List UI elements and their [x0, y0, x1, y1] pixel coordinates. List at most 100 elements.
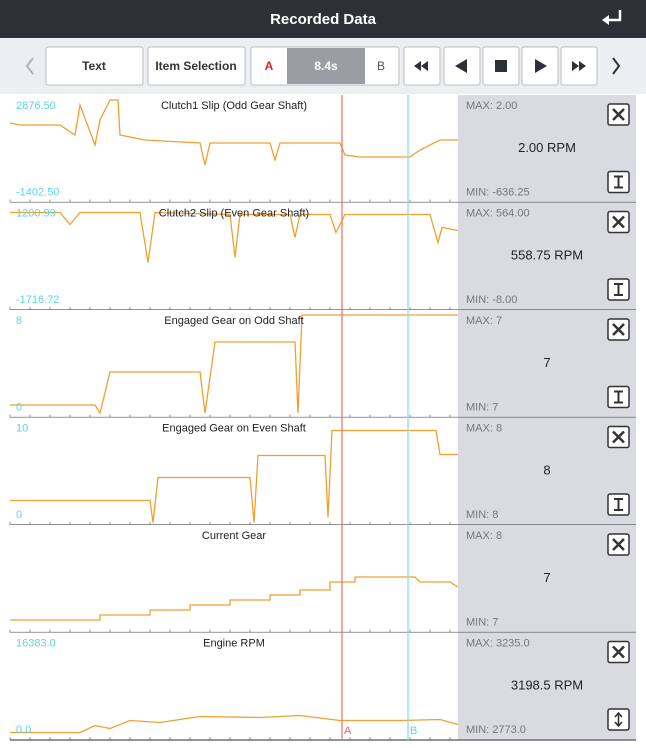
- scale-icon: [614, 283, 623, 296]
- side-panel: [458, 202, 636, 310]
- scale-button[interactable]: [607, 493, 630, 516]
- min-label: MIN: 7: [466, 616, 498, 628]
- text-button-label[interactable]: Text: [82, 59, 106, 73]
- min-label: MIN: 8: [466, 509, 498, 521]
- scale-bottom: 0.0: [16, 724, 31, 736]
- current-value: 558.75 RPM: [511, 248, 583, 263]
- close-icon: [612, 215, 625, 229]
- close-icon: [612, 430, 625, 444]
- next-button[interactable]: [612, 57, 621, 75]
- marker-b[interactable]: B: [377, 59, 385, 73]
- data-panel: Engaged Gear on Even Shaft 10 0 MAX: 8 8 MIN:…: [9, 417, 636, 526]
- max-label: MAX: 8: [466, 530, 502, 542]
- close-button[interactable]: [607, 318, 630, 341]
- trace-title: Clutch2 Slip (Even Gear Shaft): [159, 207, 309, 219]
- item-selection-button[interactable]: [147, 46, 246, 86]
- trace: [10, 576, 459, 621]
- current-value: 8: [543, 463, 550, 478]
- scale-icon: [614, 390, 623, 404]
- side-panel: [458, 525, 636, 633]
- scale-bottom: -1716.72: [16, 294, 59, 306]
- current-value: 7: [543, 570, 550, 585]
- graph-area: [10, 632, 458, 740]
- header-bar: [0, 0, 646, 38]
- close-icon: [612, 323, 625, 336]
- trace: [10, 211, 459, 263]
- side-panel: [458, 310, 636, 418]
- marker-a[interactable]: A: [265, 59, 274, 73]
- close-button[interactable]: [607, 103, 630, 126]
- resize-button[interactable]: [607, 708, 630, 731]
- current-value: 2.00 RPM: [518, 140, 576, 155]
- back-button[interactable]: [590, 4, 634, 34]
- play-button[interactable]: [521, 46, 559, 86]
- step-back-button[interactable]: [443, 46, 481, 86]
- max-label: MAX: 564.00: [466, 207, 530, 219]
- rewind-button[interactable]: [403, 46, 441, 86]
- text-button[interactable]: [45, 46, 144, 86]
- min-label: MIN: -8.00: [466, 294, 517, 306]
- scale-icon: [614, 498, 623, 511]
- close-button[interactable]: [607, 425, 630, 449]
- time-box: [287, 48, 365, 84]
- scale-top: 1200.99: [16, 207, 56, 219]
- trace: [10, 429, 458, 523]
- resize-icon: [614, 711, 623, 728]
- graph-area: [10, 202, 458, 310]
- scale-bottom: -1402.50: [16, 186, 59, 198]
- max-label: MAX: 8: [466, 422, 502, 434]
- panels: Clutch1 Slip (Odd Gear Shaft) 2876.50 -140…: [9, 95, 636, 741]
- side-panel: [458, 417, 636, 525]
- trace-title: Engine RPM: [203, 637, 265, 649]
- graph-area: [10, 417, 458, 525]
- close-button[interactable]: [607, 533, 630, 556]
- trace: [9, 99, 458, 166]
- data-panel: Engine RPM 16383.0 0.0 MAX: 3235.0 3198.5 RP…: [9, 632, 636, 741]
- scale-button[interactable]: [607, 170, 630, 194]
- scale-top: 8: [16, 315, 22, 327]
- trace-title: Engaged Gear on Odd Shaft: [164, 315, 303, 327]
- scale-top: 16383.0: [16, 637, 56, 649]
- graph-area: [10, 525, 458, 633]
- scale-icon: [614, 175, 623, 189]
- fast-forward-button[interactable]: [560, 46, 598, 86]
- stop-button[interactable]: [482, 46, 520, 86]
- close-button[interactable]: [607, 210, 630, 234]
- scale-top: 10: [16, 422, 28, 434]
- scale-bottom: 0: [16, 509, 22, 521]
- scale-bottom: 0: [16, 401, 22, 413]
- time-value: 8.4s: [314, 59, 338, 73]
- graph-area: [10, 95, 458, 203]
- current-value: 7: [543, 355, 550, 370]
- scale-top: 2876.50: [16, 100, 56, 112]
- max-label: MAX: 7: [466, 315, 502, 327]
- side-panel: [458, 95, 636, 203]
- trace: [10, 314, 458, 415]
- trace-title: Clutch1 Slip (Odd Gear Shaft): [161, 100, 307, 112]
- close-icon: [612, 538, 625, 551]
- data-panel: Clutch2 Slip (Even Gear Shaft) 1200.99 -17…: [9, 202, 636, 311]
- scale-button[interactable]: [607, 278, 630, 301]
- side-panel: [458, 632, 636, 740]
- trace: [10, 714, 459, 734]
- min-label: MIN: 7: [466, 401, 498, 413]
- prev-button[interactable]: [25, 57, 34, 75]
- data-panel: Clutch1 Slip (Odd Gear Shaft) 2876.50 -140…: [9, 95, 636, 204]
- min-label: MIN: 2773.0: [466, 724, 526, 736]
- trace-title: Current Gear: [202, 530, 267, 542]
- max-label: MAX: 2.00: [466, 100, 517, 112]
- cursor-b-label: B: [410, 725, 417, 737]
- item-selection-label[interactable]: Item Selection: [155, 59, 236, 73]
- close-icon: [612, 108, 625, 121]
- cursor-a-label: A: [344, 725, 352, 737]
- min-label: MIN: -636.25: [466, 186, 530, 198]
- close-icon: [612, 645, 625, 659]
- data-panel: Engaged Gear on Odd Shaft 8 0 MAX: 7 7 MIN: 7: [9, 310, 636, 419]
- close-button[interactable]: [607, 640, 630, 664]
- header-title: Recorded Data: [270, 11, 377, 28]
- graph-area: [10, 310, 458, 418]
- scale-button[interactable]: [607, 385, 630, 409]
- data-panel: Current Gear MAX: 8 7 MIN: 7: [9, 525, 636, 634]
- max-label: MAX: 3235.0: [466, 637, 530, 649]
